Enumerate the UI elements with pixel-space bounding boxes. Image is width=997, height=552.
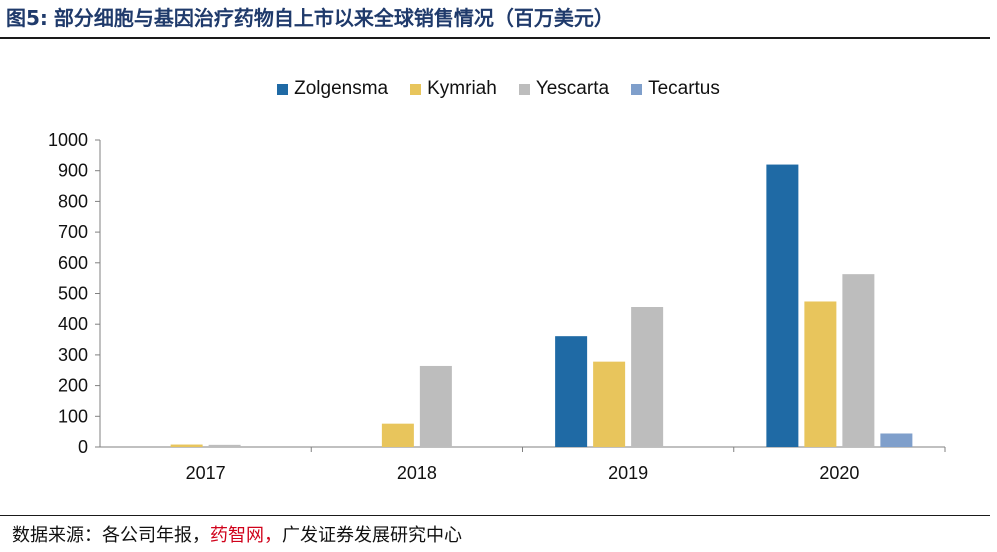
bar-yescarta-2019 [631,307,664,447]
source-note: 数据来源：各公司年报，药智网，广发证券发展研究中心 [12,523,462,549]
x-tick-label-2018: 2018 [397,463,437,483]
source-highlight: 药智网， [210,525,282,546]
y-tick-label-700: 700 [58,222,88,242]
y-tick-label-300: 300 [58,345,88,365]
footer-rule [0,515,990,516]
figure-label: 图5: [6,6,48,30]
figure-title: 图5: 部分细胞与基因治疗药物自上市以来全球销售情况（百万美元） [6,2,614,34]
y-tick-label-900: 900 [58,161,88,181]
bar-tecartus-2020 [880,433,913,447]
x-tick-label-2020: 2020 [819,463,859,483]
legend-label-yescarta: Yescarta [535,78,610,99]
legend-item-tecartus: Tecartus [631,78,720,100]
source-prefix: 数据来源：各公司年报， [12,525,210,546]
title-rule [0,37,990,39]
bar-kymriah-2017 [170,444,203,447]
legend-item-kymriah: Kymriah [410,78,497,100]
bar-yescarta-2020 [842,274,875,447]
bar-kymriah-2018 [381,423,414,447]
source-suffix: 广发证券发展研究中心 [282,525,462,546]
legend-swatch-yescarta [518,83,530,95]
bar-yescarta-2018 [419,365,452,447]
legend-item-zolgensma: Zolgensma [277,78,388,100]
y-tick-label-1000: 1000 [48,130,88,150]
legend-label-kymriah: Kymriah [427,78,497,99]
y-tick-label-0: 0 [78,437,88,457]
y-tick-label-500: 500 [58,284,88,304]
x-tick-label-2019: 2019 [608,463,648,483]
y-tick-label-200: 200 [58,376,88,396]
figure-title-text: 部分细胞与基因治疗药物自上市以来全球销售情况（百万美元） [53,6,614,30]
y-tick-label-400: 400 [58,314,88,334]
bar-zolgensma-2019 [555,336,588,447]
y-tick-label-600: 600 [58,253,88,273]
bar-chart: 0 100 200 300 400 500 600 700 800 900 1000 2017 2018… [48,130,946,483]
x-tick-label-2017: 2017 [186,463,226,483]
y-tick-label-100: 100 [58,406,88,426]
bar-kymriah-2019 [593,361,626,447]
legend-label-zolgensma: Zolgensma [294,78,389,99]
legend-label-tecartus: Tecartus [648,78,720,99]
legend-item-yescarta: Yescarta [518,78,610,100]
legend-swatch-tecartus [631,83,643,95]
legend-swatch-kymriah [410,83,422,95]
chart-legend: Zolgensma Kymriah Yescarta Tecartus [0,78,997,100]
legend-swatch-zolgensma [277,83,289,95]
bar-yescarta-2017 [208,444,241,447]
bar-kymriah-2020 [804,301,837,447]
y-tick-label-800: 800 [58,191,88,211]
bar-zolgensma-2020 [766,164,799,447]
